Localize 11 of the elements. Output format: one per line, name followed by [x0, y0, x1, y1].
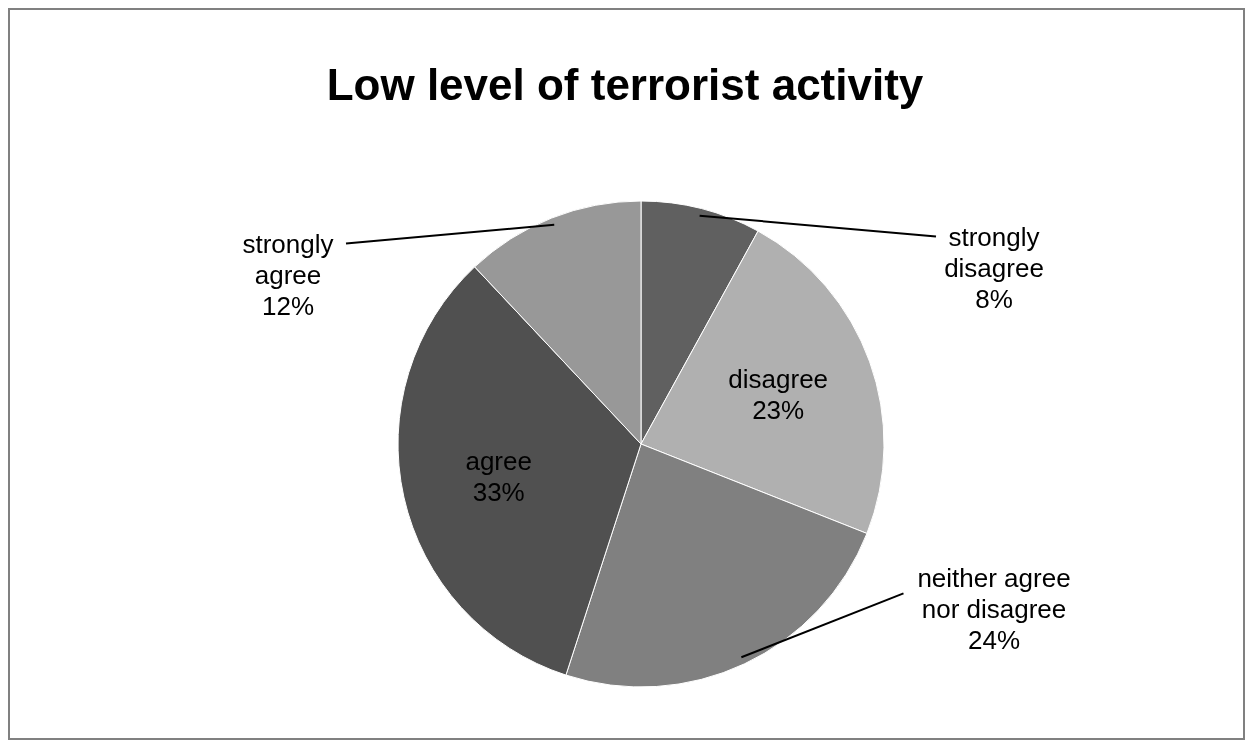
- data-label: 12%: [261, 290, 315, 321]
- slice-label: agree: [465, 445, 532, 476]
- slice-label: strongly agree: [242, 228, 334, 290]
- data-label: 24%: [967, 625, 1021, 656]
- data-label: 23%: [752, 395, 805, 426]
- data-label: 33%: [472, 476, 525, 507]
- slice-label: strongly disagree: [944, 221, 1044, 283]
- data-label: 8%: [975, 283, 1013, 314]
- slice-label: disagree: [728, 364, 829, 395]
- chart-title: Low level of terrorist activity: [326, 60, 924, 109]
- slice-label: neither agree nor disagree: [917, 563, 1071, 625]
